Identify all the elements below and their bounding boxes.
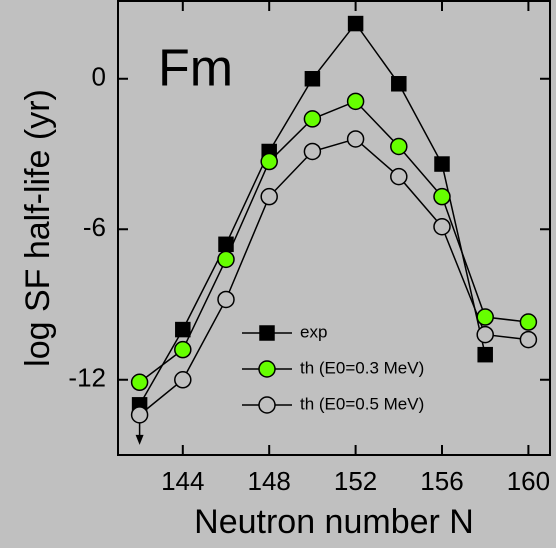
data-point (434, 156, 450, 172)
data-point (304, 71, 321, 87)
data-point (174, 340, 192, 359)
x-tick-label: 152 (334, 466, 377, 496)
data-point (477, 346, 493, 363)
data-point (303, 110, 322, 128)
data-point (433, 187, 451, 206)
legend-label: exp (300, 322, 327, 341)
legend-marker (259, 325, 275, 341)
data-point (130, 406, 149, 424)
data-point (217, 250, 235, 269)
data-point (390, 137, 408, 156)
data-point (433, 217, 451, 236)
x-axis-title: Neutron number N (194, 503, 474, 541)
data-point (519, 330, 538, 349)
legend-marker (258, 396, 276, 414)
y-tick-label: -12 (68, 363, 106, 393)
x-tick-label: 156 (420, 466, 463, 496)
plot-frame (117, 0, 551, 456)
data-point (217, 290, 235, 309)
data-point (390, 167, 408, 186)
series-line (139, 100, 529, 383)
data-point (346, 92, 365, 111)
legend-label: th (E0=0.5 MeV) (300, 394, 424, 413)
x-tick-label: 160 (507, 466, 550, 496)
data-point (130, 373, 149, 392)
y-tick-label: 0 (92, 62, 106, 92)
data-point (218, 236, 234, 253)
legend-marker (258, 360, 276, 378)
annotation: Fm (158, 40, 233, 98)
y-axis-title: log SF half-life (yr) (19, 89, 57, 367)
data-point (391, 76, 407, 92)
data-point (346, 130, 365, 148)
data-point (260, 187, 278, 206)
x-tick-label: 144 (161, 466, 204, 496)
data-point (260, 152, 278, 171)
data-point (174, 371, 192, 389)
y-tick-label: -6 (83, 212, 106, 242)
data-point (476, 325, 494, 344)
data-point (519, 313, 538, 331)
data-point (303, 142, 322, 161)
limit-arrow-head (135, 434, 144, 445)
x-tick-label: 148 (248, 466, 291, 496)
legend-label: th (E0=0.3 MeV) (300, 358, 424, 377)
series-line (139, 138, 529, 416)
data-point (175, 321, 191, 338)
data-point (347, 15, 364, 32)
data-point (476, 308, 494, 326)
